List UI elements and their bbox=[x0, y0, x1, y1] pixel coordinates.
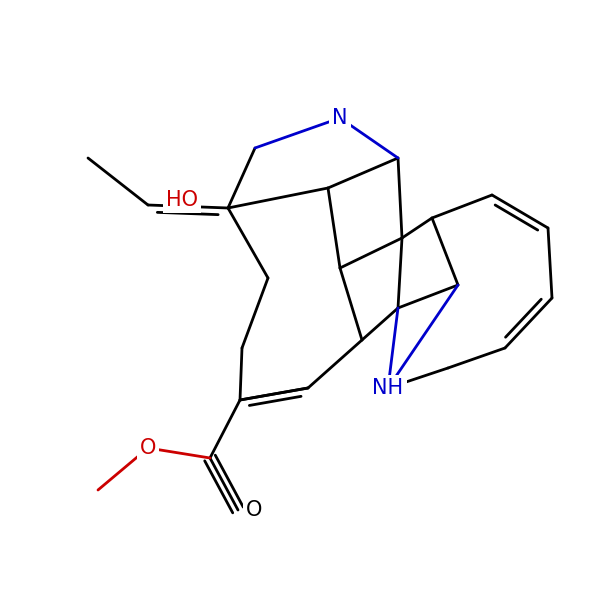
Text: N: N bbox=[332, 108, 348, 128]
Text: O: O bbox=[140, 438, 156, 458]
Text: O: O bbox=[246, 500, 262, 520]
Text: HO: HO bbox=[166, 190, 198, 210]
Text: NH: NH bbox=[373, 378, 404, 398]
